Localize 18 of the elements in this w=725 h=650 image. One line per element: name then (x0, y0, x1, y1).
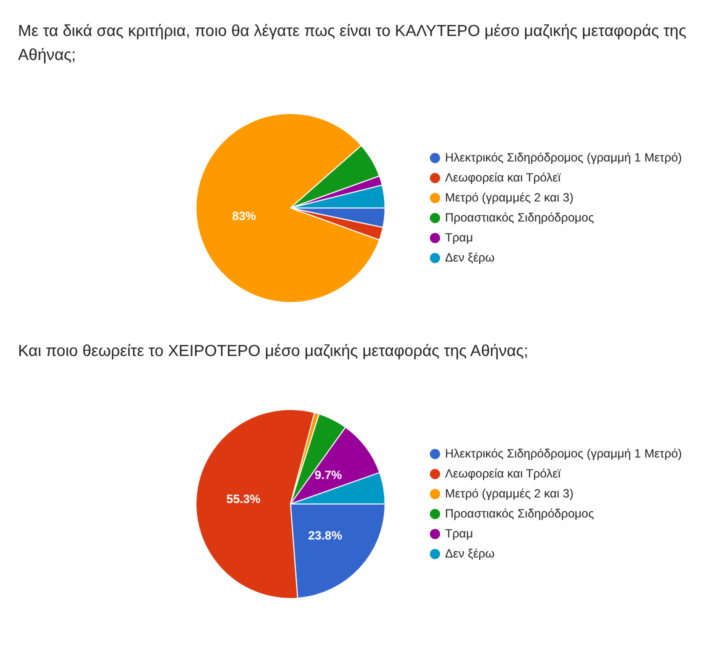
legend-label: Δεν ξέρω (445, 250, 495, 264)
legend-label: Ηλεκτρικός Σιδηρόδρομος (γραμμή 1 Μετρό) (445, 150, 682, 164)
legend-label: Λεωφορεία και Τρόλεϊ (445, 170, 561, 184)
data-label: 83% (232, 209, 256, 224)
legend-label: Τραμ (445, 230, 474, 244)
legend-label: Προαστιακός Σιδηρόδρομος (445, 210, 594, 224)
legend-label: Δεν ξέρω (445, 546, 495, 560)
legend-label: Λεωφορεία και Τρόλεϊ (445, 466, 561, 480)
legend-label: Μετρό (γραμμές 2 και 3) (445, 486, 574, 500)
chart-title: Με τα δικά σας κριτήρια, ποιο θα λέγατε πως είναι το ΚΑΛΥΤΕΡΟ μέσο μαζικής μεταφοράς της Αθήνας; (17, 22, 688, 66)
data-label: 9.7% (314, 468, 342, 482)
data-label: 23.8% (308, 528, 342, 542)
legend-label: Τραμ (445, 526, 474, 540)
chart-title: Και ποιο θεωρείτε το ΧΕΙΡΟΤΕΡΟ μέσο μαζικής μεταφοράς της Αθήνας; (17, 342, 530, 362)
legend-label: Μετρό (γραμμές 2 και 3) (445, 190, 574, 204)
legend-label: Ηλεκτρικός Σιδηρόδρομος (γραμμή 1 Μετρό) (445, 446, 682, 460)
legend-label: Προαστιακός Σιδηρόδρομος (445, 506, 594, 520)
data-label: 55.3% (226, 492, 261, 506)
